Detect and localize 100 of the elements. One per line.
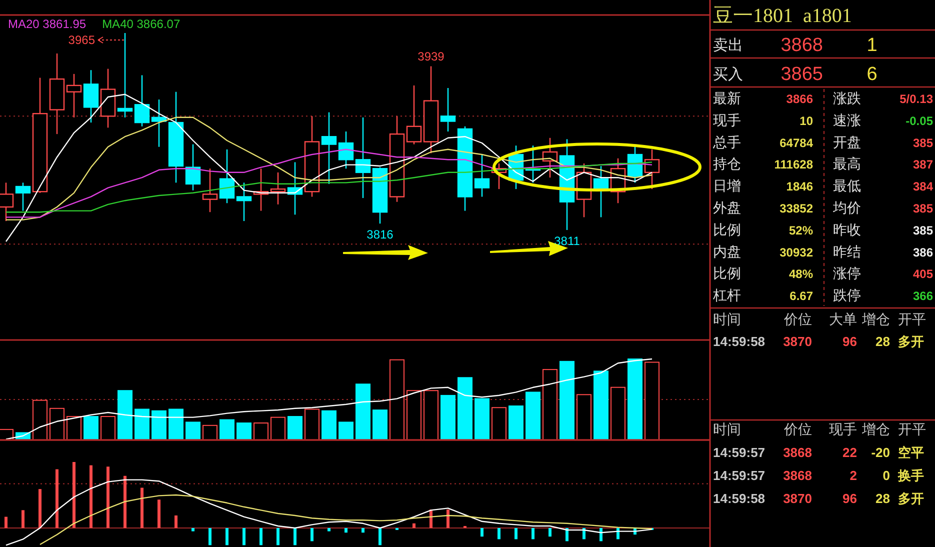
text: 换手 <box>897 468 924 483</box>
text: 价位 <box>783 421 812 437</box>
text: 2 <box>850 468 857 483</box>
text: 跌停 <box>833 287 861 304</box>
text: 增仓 <box>861 311 890 327</box>
text: 开平 <box>898 311 926 327</box>
bar <box>508 405 524 440</box>
text: 6 <box>866 64 878 85</box>
text: 速涨 <box>833 112 861 128</box>
text: 卖出 <box>713 37 743 54</box>
text: 外盘 <box>713 200 741 216</box>
text: 22 <box>842 445 857 460</box>
text: 48% <box>788 267 814 282</box>
text: 杠杆 <box>712 287 741 304</box>
text: 14:59:58 <box>713 334 766 349</box>
bar <box>542 369 558 440</box>
text: 0 <box>882 468 890 483</box>
text: 比例 <box>713 221 741 238</box>
bar <box>532 528 534 540</box>
bar <box>322 410 336 440</box>
bar <box>378 528 382 546</box>
bar <box>134 408 150 440</box>
text: 最新 <box>713 90 741 106</box>
bar <box>50 408 64 440</box>
text: 30932 <box>780 245 814 260</box>
text: 3811 <box>554 234 580 248</box>
bar <box>220 419 234 440</box>
bar <box>548 528 552 537</box>
text: 5/0.13 <box>900 92 934 106</box>
text: 大单 <box>829 311 857 327</box>
text: 买入 <box>713 66 743 83</box>
text: 33852 <box>780 202 814 216</box>
bar <box>288 416 302 440</box>
text: 3866 <box>786 92 814 106</box>
text: 价位 <box>783 311 812 327</box>
bar <box>514 528 518 540</box>
text: 多开 <box>898 334 924 349</box>
text: 14:59:57 <box>713 445 766 460</box>
bar <box>356 384 370 440</box>
bar <box>276 528 280 546</box>
annotation: 3965 <box>68 33 96 47</box>
text: 均价 <box>832 200 861 216</box>
bar <box>576 394 592 440</box>
text: 内盘 <box>713 243 741 260</box>
text: 96 <box>842 334 857 349</box>
text: 111628 <box>774 158 814 172</box>
bar <box>446 510 450 528</box>
bar <box>4 516 8 528</box>
text: 涨停 <box>833 265 861 282</box>
bar <box>32 400 48 440</box>
bar <box>22 510 24 528</box>
bar <box>100 416 116 440</box>
bar <box>406 390 422 440</box>
text: 1846 <box>786 180 814 194</box>
bar <box>124 476 126 528</box>
text: 3868 <box>780 35 823 56</box>
bar <box>140 488 144 528</box>
text: 持仓 <box>713 156 741 172</box>
bar <box>242 528 246 546</box>
text: -0.05 <box>906 114 934 128</box>
bar <box>106 466 110 528</box>
bar <box>270 416 286 440</box>
bar <box>328 528 330 532</box>
bar <box>84 416 98 440</box>
text: 最低 <box>833 178 861 194</box>
bar <box>474 398 490 440</box>
text: 386 <box>912 245 934 260</box>
bar <box>66 416 82 440</box>
bar <box>610 386 626 440</box>
bar <box>168 408 184 440</box>
bar <box>202 424 218 440</box>
text: 比例 <box>713 265 741 282</box>
bar <box>158 500 160 528</box>
bar <box>254 422 268 440</box>
bar <box>192 528 194 532</box>
bar <box>560 360 574 440</box>
text: 总手 <box>712 134 741 150</box>
text: 385 <box>912 136 934 150</box>
bar <box>310 528 314 542</box>
bar <box>526 392 540 440</box>
text: 10 <box>800 114 814 128</box>
bar <box>226 528 228 546</box>
bar <box>458 377 472 440</box>
text: 昨收 <box>833 221 861 238</box>
bar <box>338 422 354 440</box>
bar <box>304 408 320 440</box>
bar <box>56 469 58 528</box>
text: 空平 <box>898 445 924 460</box>
bar <box>152 410 166 440</box>
bar <box>440 394 456 440</box>
bar <box>498 528 500 540</box>
bar <box>90 465 92 528</box>
bar <box>492 407 506 440</box>
text: 3868 <box>783 468 812 483</box>
text: 14:59:57 <box>713 468 766 483</box>
text: 1 <box>866 35 878 56</box>
annotation: 3939 <box>418 49 445 64</box>
bar <box>72 462 76 528</box>
text: 开平 <box>898 421 926 437</box>
text: 64784 <box>780 136 814 150</box>
